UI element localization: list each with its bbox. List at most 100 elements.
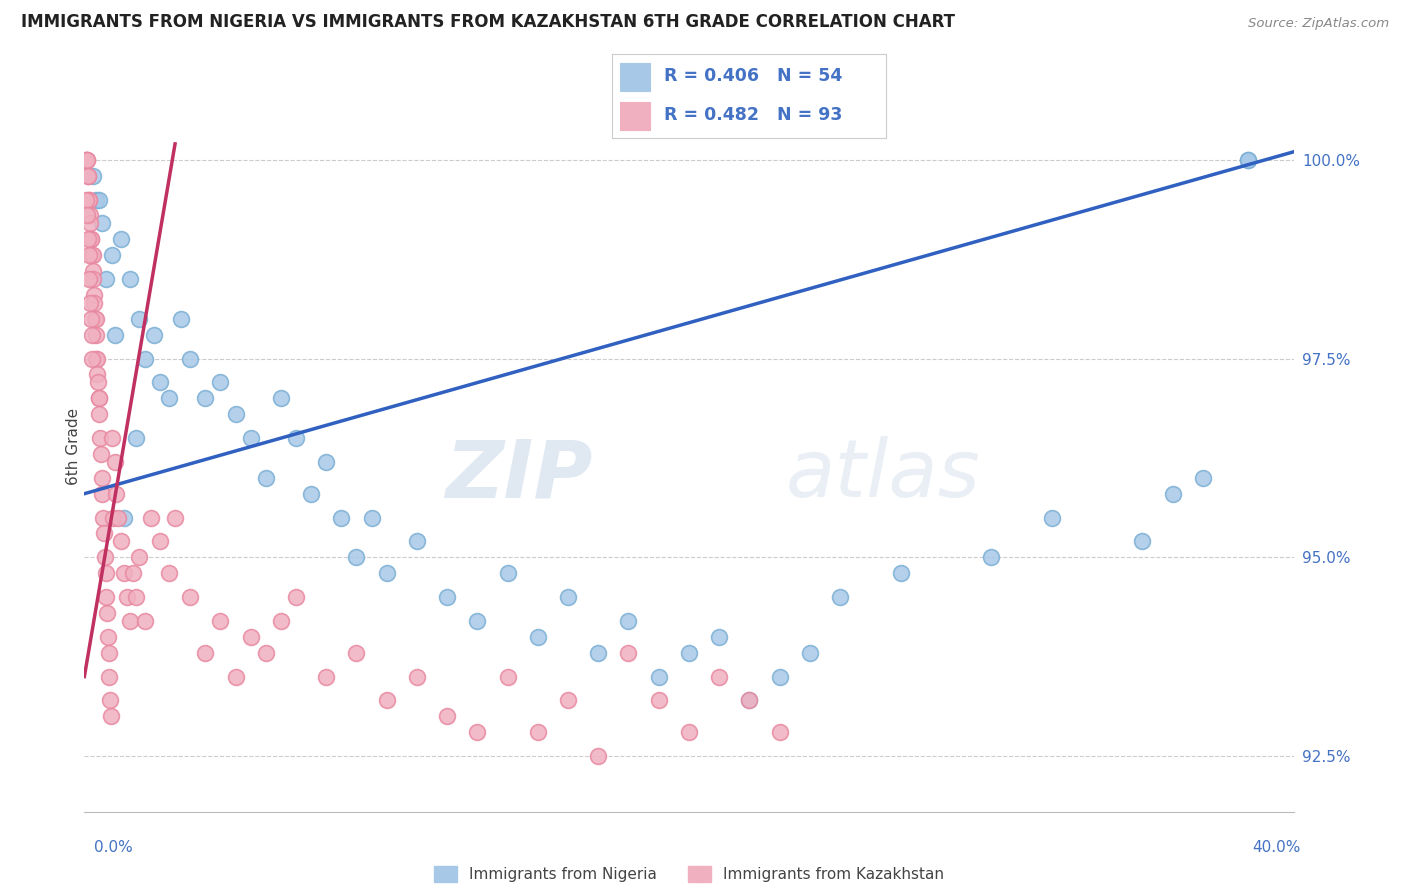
Point — [118, 614, 141, 628]
Point — [128, 550, 150, 565]
Point — [76, 153, 98, 167]
Point — [77, 272, 100, 286]
Point — [118, 272, 141, 286]
Point — [115, 590, 138, 604]
Point — [557, 693, 579, 707]
Text: 40.0%: 40.0% — [1253, 840, 1301, 855]
Point — [79, 216, 101, 230]
Point — [648, 669, 671, 683]
Point — [77, 169, 100, 183]
Point — [77, 169, 100, 183]
Point — [375, 693, 398, 707]
Point — [527, 725, 550, 739]
Point — [467, 614, 489, 628]
Point — [648, 693, 671, 707]
Point — [107, 510, 129, 524]
Point — [1192, 471, 1215, 485]
Point — [149, 376, 172, 390]
Point — [346, 550, 368, 565]
Point — [330, 510, 353, 524]
Bar — [620, 102, 650, 130]
Point — [299, 486, 322, 500]
Point — [90, 447, 112, 461]
Point — [738, 693, 761, 707]
Point — [142, 327, 165, 342]
Point — [270, 392, 292, 406]
Point — [100, 248, 122, 262]
Point — [467, 725, 489, 739]
Point — [98, 693, 121, 707]
Point — [97, 646, 120, 660]
Point — [89, 407, 111, 421]
Point — [94, 272, 117, 286]
Point — [557, 590, 579, 604]
Point — [496, 566, 519, 581]
Point — [100, 431, 122, 445]
Point — [254, 646, 277, 660]
Point — [112, 510, 135, 524]
Point — [80, 232, 103, 246]
Legend: Immigrants from Nigeria, Immigrants from Kazakhstan: Immigrants from Nigeria, Immigrants from… — [427, 860, 950, 888]
Point — [194, 392, 217, 406]
Point — [678, 725, 700, 739]
Point — [128, 311, 150, 326]
Point — [93, 526, 115, 541]
Point — [89, 431, 111, 445]
Point — [1237, 153, 1260, 167]
Point — [80, 248, 103, 262]
Point — [406, 669, 429, 683]
Point — [225, 669, 247, 683]
Point — [157, 392, 180, 406]
Point — [79, 193, 101, 207]
Point — [84, 311, 107, 326]
Point — [588, 646, 610, 660]
Point — [239, 431, 262, 445]
Point — [270, 614, 292, 628]
Point — [79, 209, 101, 223]
Point — [98, 669, 121, 683]
Point — [76, 232, 98, 246]
Text: ZIP: ZIP — [444, 436, 592, 515]
Point — [94, 590, 117, 604]
Point — [80, 327, 103, 342]
Point — [436, 590, 458, 604]
Point — [588, 749, 610, 764]
Point — [101, 510, 124, 524]
Point — [254, 471, 277, 485]
Point — [104, 455, 127, 469]
Point — [86, 351, 108, 366]
Point — [91, 486, 114, 500]
Point — [1040, 510, 1063, 524]
Point — [84, 327, 107, 342]
Point — [87, 392, 110, 406]
Point — [84, 311, 107, 326]
Point — [94, 550, 117, 565]
Point — [194, 646, 217, 660]
Point — [82, 169, 104, 183]
Point — [82, 248, 104, 262]
Point — [346, 646, 368, 660]
Point — [496, 669, 519, 683]
Point — [83, 296, 105, 310]
Point — [406, 534, 429, 549]
Y-axis label: 6th Grade: 6th Grade — [66, 408, 80, 484]
Point — [76, 209, 98, 223]
Point — [1132, 534, 1154, 549]
Point — [83, 288, 105, 302]
Text: R = 0.482   N = 93: R = 0.482 N = 93 — [664, 105, 842, 123]
Point — [179, 351, 201, 366]
Point — [209, 376, 232, 390]
Point — [315, 669, 337, 683]
Point — [375, 566, 398, 581]
Point — [617, 614, 640, 628]
Point — [134, 614, 156, 628]
Text: 0.0%: 0.0% — [94, 840, 134, 855]
Point — [1161, 486, 1184, 500]
Point — [678, 646, 700, 660]
Point — [77, 248, 100, 262]
Point — [360, 510, 382, 524]
Point — [769, 669, 792, 683]
Point — [94, 566, 117, 581]
Point — [89, 193, 111, 207]
Point — [96, 606, 118, 620]
